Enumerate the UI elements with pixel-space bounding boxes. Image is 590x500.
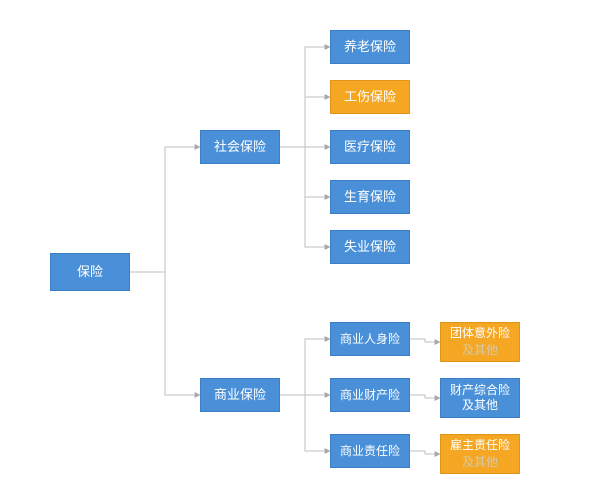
node-label: 商业人身险	[340, 332, 400, 347]
edge	[410, 395, 440, 398]
diagram-tree: 保险 社会保险商业保险 养老保险工伤保险医疗保险生育保险失业保险商业人身险商业财产险…	[0, 0, 590, 500]
edge	[280, 395, 330, 451]
tree-node-social: 社会保险	[200, 130, 280, 164]
tree-node-s4: 生育保险	[330, 180, 410, 214]
node-label: 失业保险	[344, 239, 396, 255]
tree-node-s2: 工伤保险	[330, 80, 410, 114]
edge	[280, 97, 330, 147]
tree-node-l1: 团体意外险及其他	[440, 322, 520, 362]
edge	[280, 339, 330, 395]
tree-node-s3: 医疗保险	[330, 130, 410, 164]
edge	[410, 339, 440, 342]
node-label-suffix: 及其他	[462, 455, 498, 470]
tree-node-l3: 雇主责任险及其他	[440, 434, 520, 474]
node-label: 医疗保险	[344, 139, 396, 155]
node-label: 商业财产险	[340, 388, 400, 403]
node-label: 养老保险	[344, 39, 396, 55]
node-label-suffix: 及其他	[462, 343, 498, 358]
node-label: 社会保险	[214, 139, 266, 155]
tree-node-c3: 商业责任险	[330, 434, 410, 468]
node-label: 商业责任险	[340, 444, 400, 459]
tree-node-root: 保险	[50, 253, 130, 291]
node-label: 团体意外险	[450, 326, 510, 341]
node-label: 工伤保险	[344, 89, 396, 105]
tree-node-l2: 财产综合险及其他	[440, 378, 520, 418]
edge	[130, 272, 200, 395]
edge	[130, 147, 200, 272]
edge	[410, 451, 440, 454]
tree-node-comm: 商业保险	[200, 378, 280, 412]
tree-node-c2: 商业财产险	[330, 378, 410, 412]
tree-node-c1: 商业人身险	[330, 322, 410, 356]
node-label: 雇主责任险	[450, 438, 510, 453]
node-label: 财产综合险及其他	[445, 383, 515, 413]
node-label: 商业保险	[214, 387, 266, 403]
tree-node-s5: 失业保险	[330, 230, 410, 264]
node-label: 保险	[77, 264, 103, 280]
node-label: 生育保险	[344, 189, 396, 205]
tree-node-s1: 养老保险	[330, 30, 410, 64]
diagram-edges	[0, 0, 590, 500]
